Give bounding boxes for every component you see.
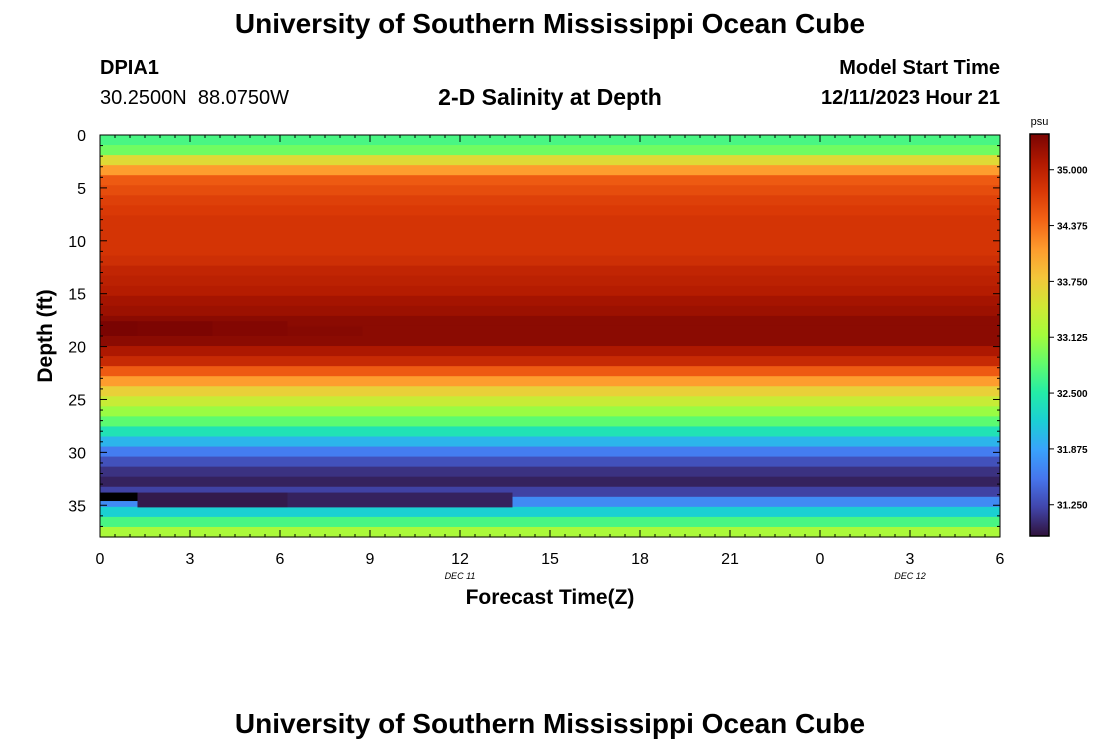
heatmap-band xyxy=(100,295,1000,307)
y-axis: 0 5 10 15 20 25 30 35 xyxy=(68,128,1000,538)
heatmap-band xyxy=(100,225,1000,237)
heatmap-band xyxy=(100,245,1000,257)
heatmap-band xyxy=(100,466,1000,478)
heatmap-cell xyxy=(100,492,138,502)
x-tick-label: 6 xyxy=(996,551,1005,568)
x-tick-label: 15 xyxy=(541,551,559,568)
heatmap-band xyxy=(100,416,1000,428)
heatmap-band xyxy=(100,476,1000,488)
heatmap-band xyxy=(100,396,1000,407)
footer-title: University of Southern Mississippi Ocean… xyxy=(234,708,866,739)
heatmap-band xyxy=(100,406,1000,417)
y-tick-label: 20 xyxy=(68,340,86,357)
heatmap-band xyxy=(100,305,1000,317)
salinity-chart: 0 3 6 9 12 15 18 21 0 3 6 DEC 11 DEC 12 0 5 10 15 20 25 30… xyxy=(34,116,1088,609)
station-coordinates: 30.2500N 88.0750W xyxy=(100,87,290,109)
heatmap-band xyxy=(100,255,1000,267)
y-tick-label: 25 xyxy=(68,392,86,409)
heatmap-cells xyxy=(100,135,1000,538)
date-label: DEC 12 xyxy=(894,571,926,581)
heatmap-band xyxy=(100,265,1000,277)
x-tick-label: 0 xyxy=(96,551,105,568)
heatmap-band xyxy=(100,506,1000,518)
heatmap-band xyxy=(100,366,1000,377)
colorbar: psu 35.000 34.375 33.750 33.125 32.500 31.875 3… xyxy=(1029,116,1088,537)
colorbar-tick-label: 33.125 xyxy=(1057,333,1088,344)
x-axis-label: Forecast Time(Z) xyxy=(466,586,635,609)
heatmap-cell xyxy=(287,326,363,336)
heatmap-band xyxy=(100,426,1000,438)
heatmap-band xyxy=(100,275,1000,287)
page-title: University of Southern Mississippi Ocean… xyxy=(234,8,866,39)
heatmap-band xyxy=(100,215,1000,227)
y-tick-label: 5 xyxy=(77,181,86,198)
y-tick-label: 10 xyxy=(68,234,86,251)
y-axis-label: Depth (ft) xyxy=(34,289,57,382)
heatmap-band xyxy=(100,195,1000,206)
chart-title: 2-D Salinity at Depth xyxy=(438,84,662,110)
colorbar-scale xyxy=(1029,133,1050,537)
heatmap-cell xyxy=(137,321,213,336)
colorbar-tick-label: 35.000 xyxy=(1057,166,1088,177)
x-tick-label: 18 xyxy=(631,551,649,568)
heatmap-cell xyxy=(287,492,513,508)
heatmap-band xyxy=(100,516,1000,528)
heatmap-band xyxy=(100,185,1000,196)
x-tick-label: 0 xyxy=(816,551,825,568)
heatmap-band xyxy=(100,446,1000,458)
heatmap-band xyxy=(100,386,1000,397)
y-tick-label: 35 xyxy=(68,498,86,515)
heatmap-band xyxy=(100,456,1000,468)
heatmap-band xyxy=(100,155,1000,166)
heatmap-band xyxy=(100,336,1000,347)
colorbar-tick-label: 31.250 xyxy=(1057,501,1088,512)
station-id: DPIA1 xyxy=(100,57,159,79)
colorbar-tick-label: 31.875 xyxy=(1057,445,1088,456)
colorbar-tick-label: 32.500 xyxy=(1057,389,1088,400)
x-tick-label: 12 xyxy=(451,551,469,568)
y-tick-label: 15 xyxy=(68,287,86,304)
heatmap-band xyxy=(100,346,1000,357)
date-label: DEC 11 xyxy=(445,571,476,581)
heatmap-band xyxy=(100,315,1000,327)
y-tick-label: 0 xyxy=(77,128,86,145)
heatmap-band xyxy=(100,205,1000,216)
x-tick-label: 3 xyxy=(186,551,195,568)
heatmap-cell xyxy=(137,492,288,508)
colorbar-unit: psu xyxy=(1031,116,1049,128)
heatmap-band xyxy=(100,496,1000,508)
heatmap-band xyxy=(100,356,1000,367)
y-tick-label: 30 xyxy=(68,445,86,462)
heatmap-band xyxy=(100,145,1000,156)
x-tick-label: 6 xyxy=(276,551,285,568)
x-tick-label: 3 xyxy=(906,551,915,568)
heatmap-band xyxy=(100,325,1000,337)
colorbar-tick-label: 33.750 xyxy=(1057,277,1088,288)
heatmap-band xyxy=(100,436,1000,448)
x-tick-label: 9 xyxy=(366,551,375,568)
model-start-value: 12/11/2023 Hour 21 xyxy=(820,87,1000,109)
heatmap-band xyxy=(100,376,1000,387)
heatmap-band xyxy=(100,285,1000,297)
heatmap-band xyxy=(100,235,1000,247)
heatmap-band xyxy=(100,165,1000,176)
heatmap-cell xyxy=(100,321,138,336)
heatmap-cell xyxy=(212,321,288,336)
heatmap-band xyxy=(100,175,1000,186)
model-start-label: Model Start Time xyxy=(839,57,1000,79)
x-axis: 0 3 6 9 12 15 18 21 0 3 6 DEC 11 DEC 12 xyxy=(96,135,1005,581)
heatmap-band xyxy=(100,486,1000,498)
x-tick-label: 21 xyxy=(721,551,739,568)
colorbar-tick-label: 34.375 xyxy=(1057,222,1088,233)
